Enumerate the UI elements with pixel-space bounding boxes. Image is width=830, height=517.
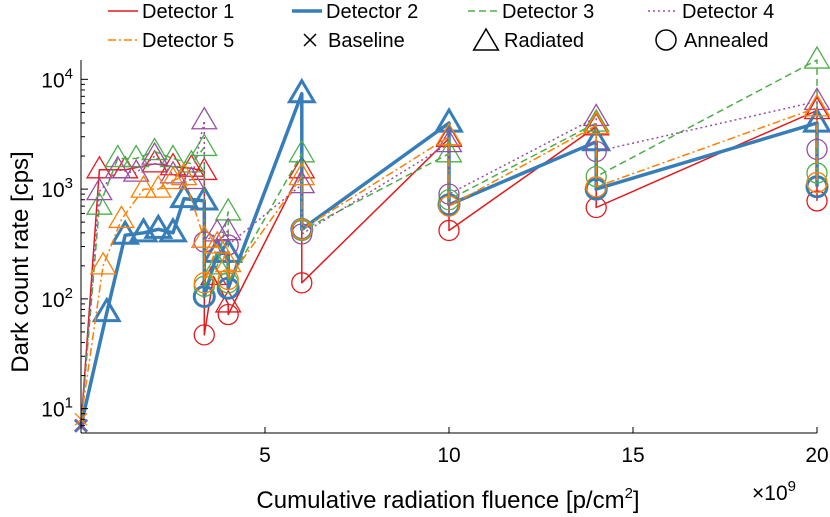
radiated-point bbox=[177, 166, 205, 190]
series-2 bbox=[73, 77, 830, 433]
annealed-point bbox=[291, 272, 313, 294]
radiated-point bbox=[158, 216, 188, 243]
radiated-point bbox=[89, 251, 117, 275]
radiated-point bbox=[177, 149, 205, 173]
x-tick-label: 10 bbox=[437, 444, 460, 467]
radiated-point bbox=[214, 289, 242, 313]
radiated-point bbox=[288, 162, 316, 186]
x-axis-label: Cumulative radiation fluence [p/cm2] bbox=[256, 485, 639, 514]
radiated-point bbox=[107, 205, 135, 229]
radiated-point bbox=[190, 106, 218, 130]
legend-label: Detector 3 bbox=[502, 1, 594, 23]
radiated-point bbox=[190, 133, 218, 157]
legend-label: Detector 1 bbox=[142, 1, 234, 23]
legend-item: Baseline bbox=[303, 30, 405, 52]
legend-swatch bbox=[303, 33, 317, 47]
y-tick-label: 102 bbox=[41, 285, 73, 312]
legend-item: Detector 2 bbox=[292, 1, 418, 23]
radiated-point bbox=[130, 174, 158, 198]
annealed-point bbox=[806, 171, 828, 194]
series-4 bbox=[74, 87, 830, 433]
radiated-point bbox=[110, 219, 141, 245]
series-line bbox=[80, 100, 818, 426]
radiated-point bbox=[141, 141, 169, 165]
annealed-point bbox=[438, 183, 460, 205]
legend-swatch bbox=[655, 29, 677, 51]
radiated-point bbox=[203, 218, 231, 242]
legend-item: Detector 1 bbox=[108, 1, 234, 23]
x-tick-label: 20 bbox=[805, 444, 828, 467]
series-5 bbox=[74, 93, 830, 426]
series-1 bbox=[74, 96, 830, 433]
radiated-point bbox=[85, 191, 113, 215]
annealed-point bbox=[217, 234, 239, 256]
annealed-point bbox=[438, 195, 460, 217]
annealed-point bbox=[438, 189, 460, 211]
x-tick-label: 15 bbox=[621, 444, 644, 467]
annealed-point bbox=[585, 176, 607, 198]
y-tick-label: 103 bbox=[41, 175, 73, 202]
radiated-point bbox=[190, 224, 218, 248]
legend-label: Radiated bbox=[504, 30, 584, 52]
legend-label: Detector 4 bbox=[682, 1, 774, 23]
x-tick-label: 5 bbox=[259, 444, 271, 467]
radiated-point bbox=[144, 174, 172, 198]
radiated-point bbox=[803, 93, 830, 117]
legend-label: Detector 2 bbox=[326, 1, 418, 23]
radiated-point bbox=[803, 45, 830, 69]
y-tick-label: 101 bbox=[41, 395, 73, 422]
radiated-point bbox=[159, 166, 187, 190]
annealed-point bbox=[438, 219, 460, 242]
legend-item: Detector 5 bbox=[108, 30, 234, 52]
legend-swatch bbox=[472, 27, 500, 51]
series-line bbox=[80, 59, 818, 426]
radiated-point bbox=[203, 230, 231, 254]
radiated-point bbox=[143, 213, 174, 239]
annealed-point bbox=[585, 196, 607, 219]
radiated-point bbox=[122, 158, 150, 182]
series-line bbox=[80, 107, 818, 420]
radiated-point bbox=[91, 296, 122, 323]
radiated-point bbox=[203, 251, 231, 275]
annealed-point bbox=[193, 272, 215, 294]
annealed-point bbox=[806, 190, 828, 212]
annealed-point bbox=[217, 303, 239, 326]
legend-item: Radiated bbox=[472, 27, 584, 52]
radiated-point bbox=[213, 237, 244, 263]
legend-label: Baseline bbox=[328, 30, 405, 52]
radiated-point bbox=[214, 217, 242, 241]
x-axis-multiplier: ×109 bbox=[752, 478, 796, 505]
y-axis-label: Dark count rate [cps] bbox=[7, 151, 34, 372]
radiated-point bbox=[104, 144, 132, 168]
annealed-point bbox=[217, 268, 239, 291]
radiated-point bbox=[582, 111, 610, 135]
legend: Detector 1 Detector 2 Detector 3 Detector 4… bbox=[108, 1, 774, 52]
radiated-point bbox=[141, 137, 169, 161]
radiated-point bbox=[85, 177, 113, 201]
radiated-point bbox=[286, 77, 317, 104]
radiated-point bbox=[104, 155, 132, 179]
radiated-point bbox=[435, 122, 463, 146]
annealed-point bbox=[291, 218, 313, 240]
plot-area: 5 10 15 20 101 102 103 104 bbox=[41, 45, 830, 467]
legend-item: Detector 4 bbox=[648, 1, 774, 23]
y-tick-label: 104 bbox=[41, 65, 73, 92]
legend-item: Detector 3 bbox=[468, 1, 594, 23]
radiated-point bbox=[288, 139, 316, 163]
radiated-point bbox=[170, 162, 198, 186]
legend-item: Annealed bbox=[655, 29, 769, 52]
annealed-point bbox=[193, 324, 215, 346]
radiated-point bbox=[122, 144, 150, 168]
radiated-point bbox=[214, 249, 242, 273]
legend-label: Detector 5 bbox=[142, 30, 234, 52]
legend-label: Annealed bbox=[684, 30, 769, 52]
radiated-point bbox=[214, 197, 242, 221]
